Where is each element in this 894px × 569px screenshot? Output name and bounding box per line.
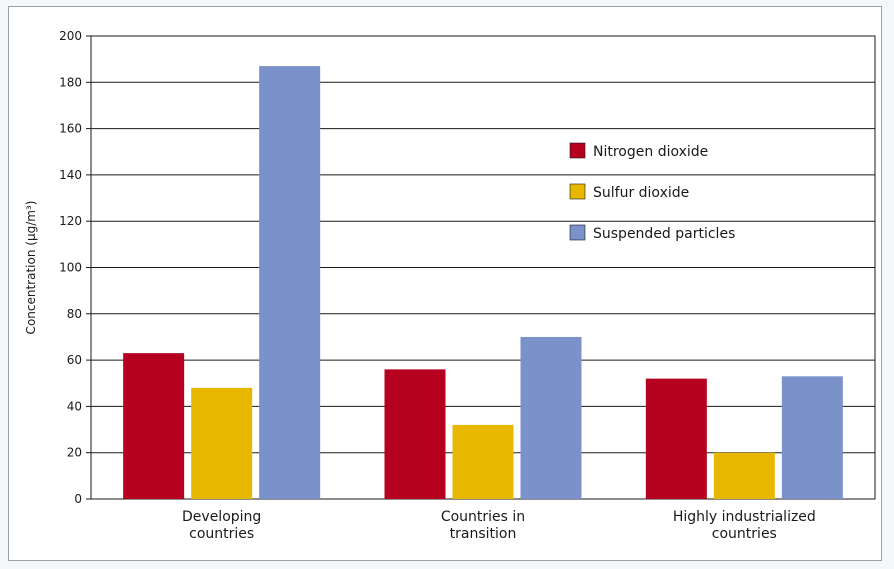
legend-label: Sulfur dioxide — [593, 185, 689, 201]
y-tick-label: 120 — [59, 214, 82, 228]
bar — [191, 387, 253, 499]
bar-chart: 0 20 40 60 80 100 120 140 160 180 200 Developing co… — [24, 29, 876, 542]
y-tick-label: 20 — [67, 446, 82, 460]
y-tick-label: 180 — [59, 75, 82, 89]
legend-swatch — [569, 142, 586, 159]
y-tick-label: 200 — [59, 29, 82, 43]
legend-swatch — [569, 224, 586, 241]
bar — [645, 378, 707, 499]
x-category-label: Countries in transition — [441, 509, 525, 542]
y-tick-label: 140 — [59, 168, 82, 182]
y-tick-label: 40 — [67, 399, 82, 413]
y-tick-label: 100 — [59, 261, 82, 275]
y-tick-label: 60 — [67, 353, 82, 367]
y-axis-ticks: 0 20 40 60 80 100 120 140 160 180 200 — [59, 29, 91, 506]
bar — [713, 452, 775, 499]
y-tick-label: 160 — [59, 122, 82, 136]
bar — [259, 66, 321, 499]
y-axis-label: Concentration (µg/m³) — [24, 201, 38, 335]
bar — [781, 376, 843, 499]
bar — [520, 336, 582, 499]
bar — [384, 369, 446, 499]
x-axis-categories: Developing countries Countries in transitio… — [182, 509, 816, 542]
y-tick-label: 0 — [74, 492, 82, 506]
legend: Nitrogen dioxide Sulfur dioxide Suspended … — [569, 142, 735, 242]
legend-swatch — [569, 183, 586, 200]
x-category-label: Highly industrialized countries — [673, 509, 816, 542]
chart-frame: 0 20 40 60 80 100 120 140 160 180 200 Developing co… — [8, 6, 882, 561]
bar — [452, 424, 514, 499]
legend-label: Suspended particles — [593, 226, 735, 242]
x-category-label: Developing countries — [182, 509, 261, 542]
bar — [123, 353, 185, 499]
y-tick-label: 80 — [67, 307, 82, 321]
legend-label: Nitrogen dioxide — [593, 144, 708, 160]
bars — [123, 66, 843, 499]
